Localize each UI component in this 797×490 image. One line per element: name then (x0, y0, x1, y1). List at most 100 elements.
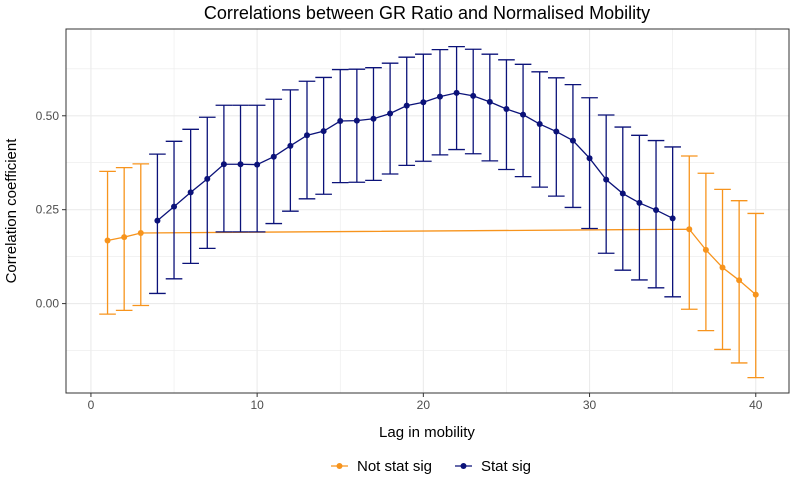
stat-sig-errorbar (182, 128, 199, 265)
x-tick-label: 20 (417, 398, 431, 412)
stat-sig-point (486, 98, 493, 105)
stat-sig-point (403, 102, 410, 109)
stat-sig-point (536, 121, 543, 128)
stat-sig-errorbar (581, 97, 598, 230)
stat-sig-errorbar (265, 98, 283, 225)
stat-sig-errorbar (431, 49, 449, 156)
stat-sig-point (320, 128, 327, 135)
stat-sig-errorbar (398, 56, 416, 167)
stat-sig-point (520, 111, 527, 118)
stat-sig-point (420, 99, 427, 106)
chart-title: Correlations between GR Ratio and Normal… (204, 3, 650, 23)
not-sig-point (719, 264, 726, 271)
stat-sig-errorbar (664, 146, 681, 298)
stat-sig-point (154, 217, 161, 224)
stat-sig-point (171, 203, 178, 210)
stat-sig-point (187, 189, 194, 196)
y-axis-label: Correlation coefficient (3, 138, 20, 284)
stat-sig-errorbar (248, 104, 266, 233)
legend-key-point (336, 463, 343, 469)
stat-sig-errorbar (149, 153, 166, 295)
stat-sig-errorbar (597, 114, 615, 254)
legend: Not stat sig Stat sig (331, 458, 531, 475)
stat-sig-errorbar (464, 48, 482, 155)
stat-sig-errorbar (481, 53, 499, 162)
stat-sig-line (156, 92, 673, 222)
stat-sig-point (470, 92, 477, 99)
legend-label: Stat sig (481, 458, 531, 475)
stat-sig-point (436, 93, 443, 100)
stat-sig-errorbar (531, 71, 548, 188)
not-sig-line (107, 228, 757, 296)
stat-sig-point (553, 128, 560, 135)
legend-label: Not stat sig (357, 458, 432, 475)
not-sig-point (104, 237, 111, 244)
stat-sig-errorbar (548, 77, 565, 197)
stat-sig-errorbar (647, 139, 665, 289)
x-tick-label: 10 (250, 398, 264, 412)
stat-sig-point (569, 137, 576, 144)
stat-sig-errorbar (298, 80, 316, 200)
stat-sig-errorbar (365, 67, 382, 182)
not-sig-point (686, 226, 693, 233)
stat-sig-point (669, 215, 676, 222)
stat-sig-errorbar (331, 68, 349, 184)
error-bars (99, 46, 765, 379)
x-tick-label: 40 (749, 398, 763, 412)
legend-item-stat-sig: Stat sig (455, 458, 531, 475)
stat-sig-point (453, 89, 460, 96)
stat-sig-errorbar (232, 104, 249, 233)
not-sig-point (137, 229, 144, 236)
stat-sig-point (603, 176, 610, 183)
data-points (104, 89, 759, 298)
stat-sig-errorbar (631, 134, 648, 281)
stat-sig-point (619, 190, 626, 197)
stat-sig-point (254, 161, 261, 168)
stat-sig-point (636, 199, 643, 206)
stat-sig-point (204, 175, 211, 182)
stat-sig-point (337, 118, 344, 125)
x-axis-label: Lag in mobility (379, 424, 475, 441)
stat-sig-errorbar (564, 83, 582, 209)
stat-sig-point (270, 153, 277, 160)
y-tick-label: 0.50 (36, 109, 60, 123)
stat-sig-point (220, 161, 227, 168)
stat-sig-errorbar (448, 46, 465, 151)
x-tick-label: 30 (583, 398, 597, 412)
stat-sig-errorbar (282, 89, 299, 212)
x-tick-label: 0 (88, 398, 95, 412)
stat-sig-point (353, 117, 360, 124)
y-tick-label: 0.25 (36, 203, 60, 217)
stat-sig-errorbar (198, 116, 216, 250)
stat-sig-point (503, 106, 510, 113)
stat-sig-errorbar (614, 126, 632, 271)
not-sig-point (121, 234, 128, 241)
stat-sig-point (586, 155, 593, 162)
axes: 0 10 20 30 40 0.00 0.25 0.50 (36, 109, 763, 412)
stat-sig-point (653, 207, 660, 214)
stat-sig-point (237, 161, 244, 168)
series-lines (107, 92, 757, 296)
stat-sig-point (287, 142, 294, 149)
stat-sig-errorbar (514, 63, 532, 178)
stat-sig-errorbar (415, 53, 432, 162)
not-sig-point (702, 246, 709, 253)
stat-sig-errorbar (498, 59, 515, 171)
panel-border (65, 28, 790, 394)
stat-sig-point (370, 115, 377, 122)
not-sig-errorbar (680, 155, 698, 310)
stat-sig-point (387, 110, 394, 117)
stat-sig-errorbar (215, 104, 233, 233)
legend-item-not-sig: Not stat sig (331, 458, 432, 475)
not-sig-point (752, 291, 759, 298)
stat-sig-errorbar (348, 68, 366, 183)
y-tick-label: 0.00 (36, 297, 60, 311)
not-sig-point (736, 277, 743, 284)
stat-sig-errorbar (165, 140, 183, 280)
stat-sig-point (304, 132, 310, 139)
stat-sig-errorbar (315, 76, 332, 195)
stat-sig-errorbar (381, 62, 399, 175)
legend-key-point (460, 463, 467, 469)
